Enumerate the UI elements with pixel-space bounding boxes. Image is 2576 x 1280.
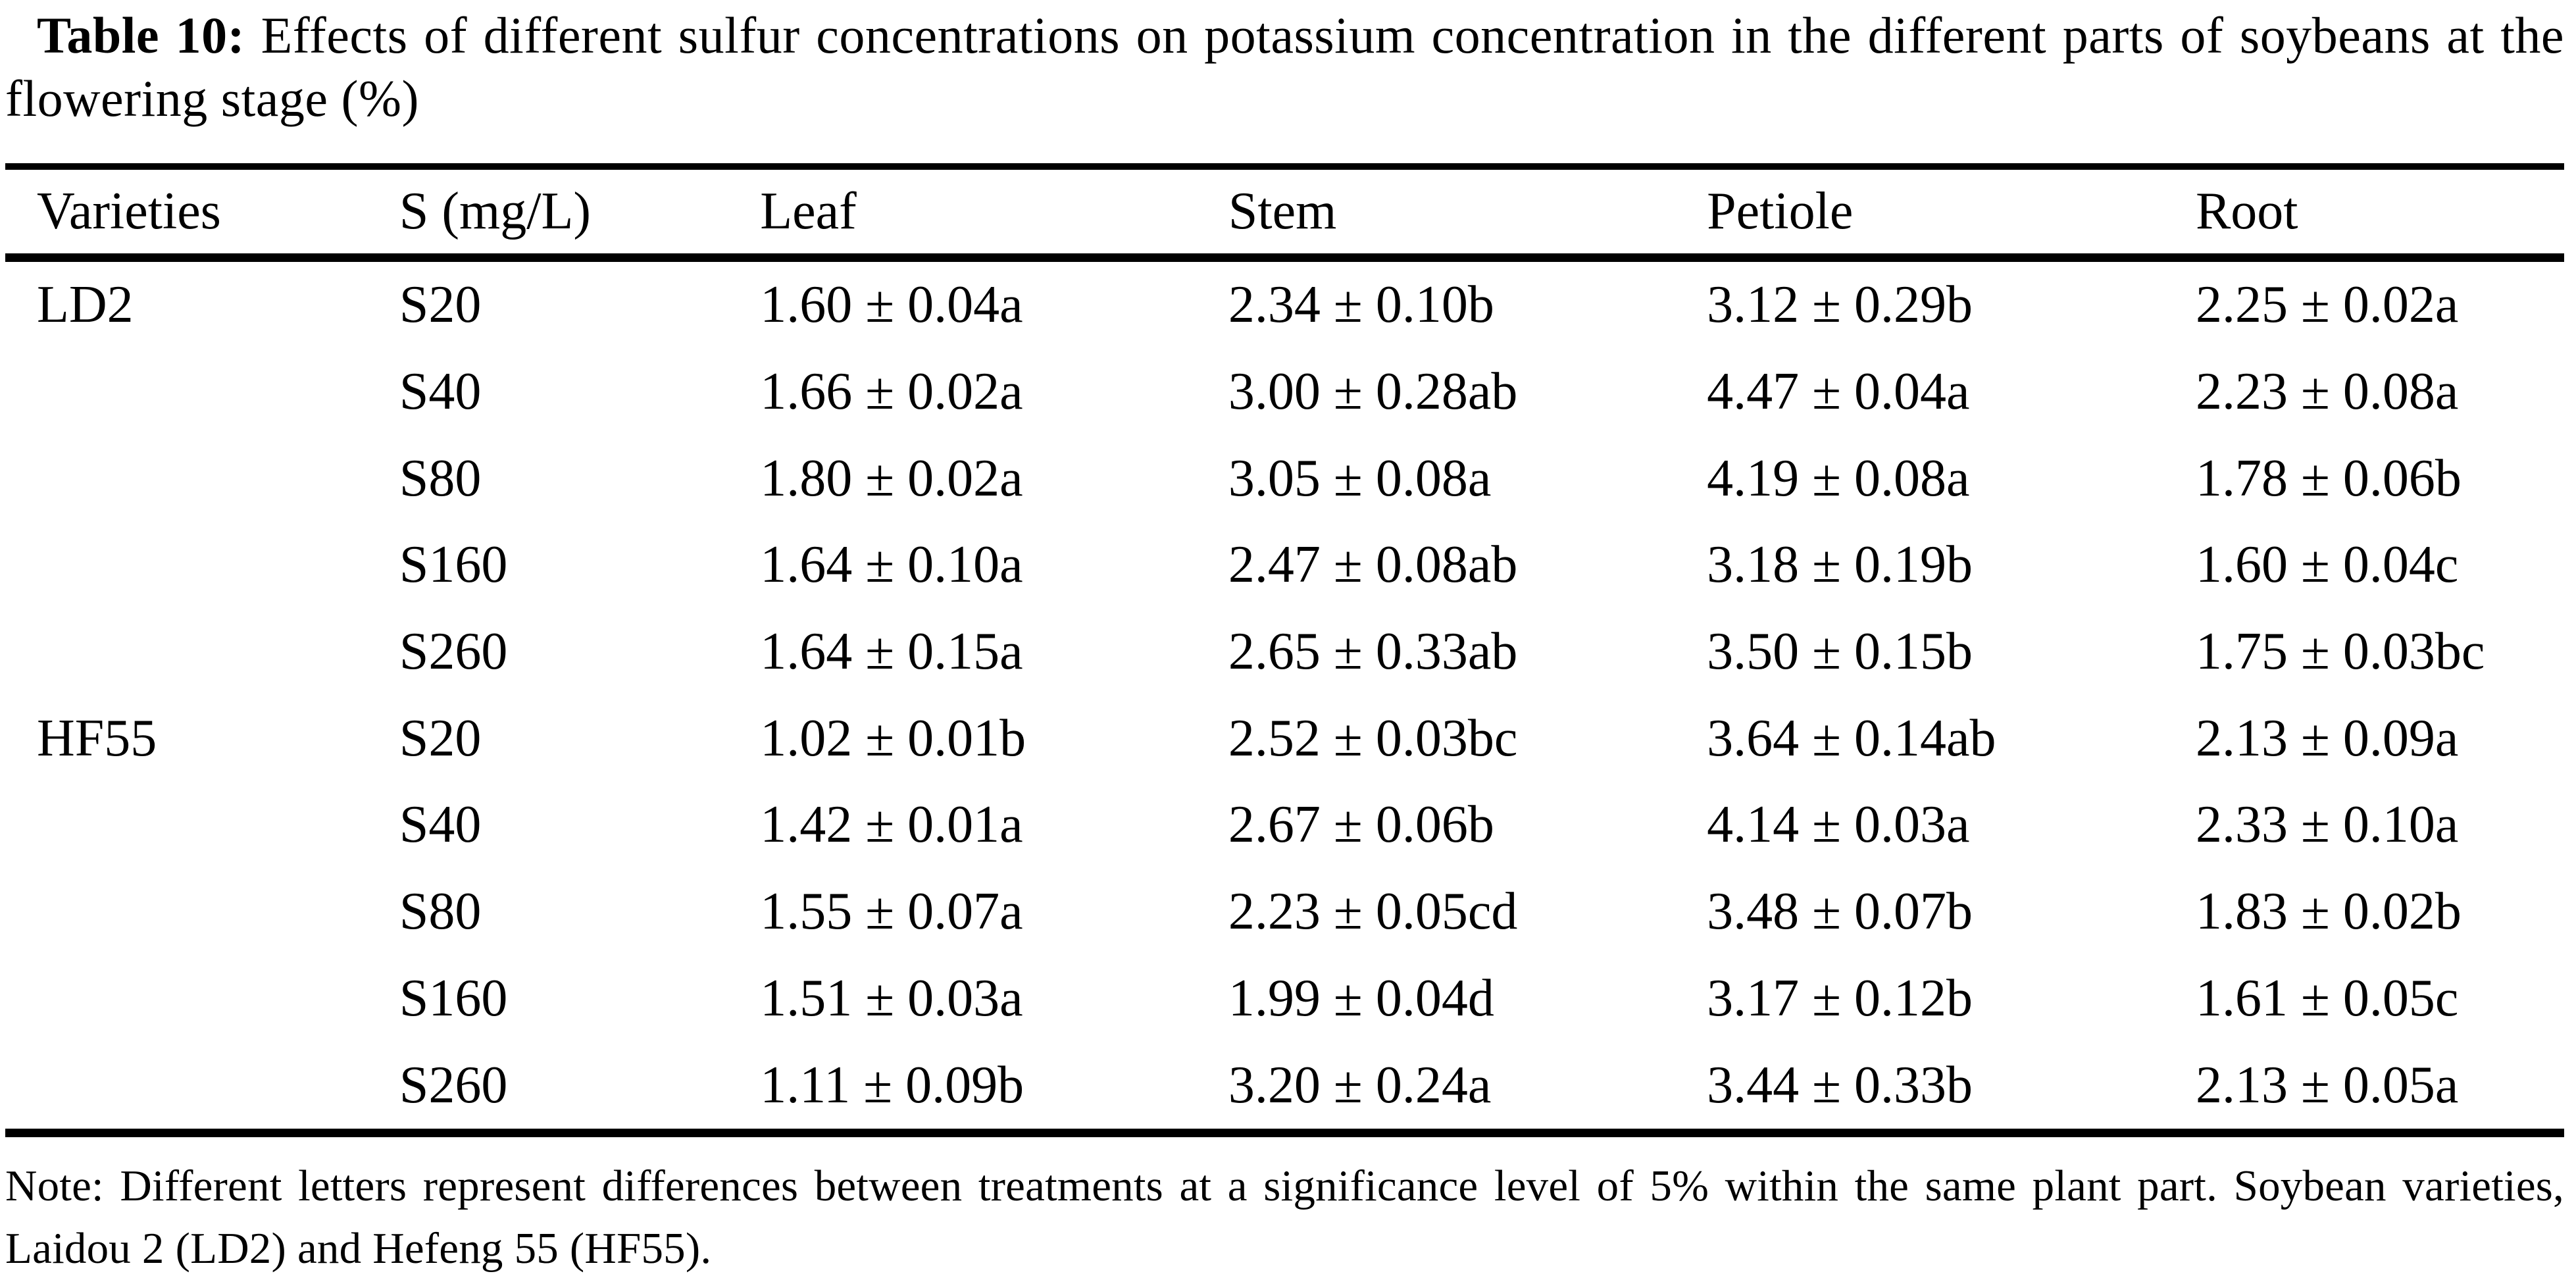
cell-s-level: S80 — [399, 883, 482, 941]
cell-leaf: 1.64 ± 0.10a — [760, 536, 1023, 594]
cell-stem: 3.20 ± 0.24a — [1228, 1056, 1492, 1114]
cell-s-level: S40 — [399, 796, 482, 854]
table-header: Varieties S (mg/L) Leaf Stem Petiole Roo… — [5, 166, 2564, 262]
cell-s-level: S260 — [399, 623, 508, 681]
cell-leaf: 1.80 ± 0.02a — [760, 449, 1023, 507]
cell-root: 1.78 ± 0.06b — [2195, 449, 2462, 507]
cell-petiole: 3.50 ± 0.15b — [1707, 623, 1973, 681]
cell-petiole: 4.47 ± 0.04a — [1707, 363, 1970, 421]
table-caption-text: Effects of different sulfur concentratio… — [5, 7, 2564, 127]
col-header-leaf: Leaf — [760, 166, 1228, 262]
cell-petiole: 4.14 ± 0.03a — [1707, 796, 1970, 854]
cell-root: 1.75 ± 0.03bc — [2195, 623, 2485, 681]
col-header-varieties: Varieties — [5, 166, 399, 262]
table-row: S80 1.55 ± 0.07a 2.23 ± 0.05cd 3.48 ± 0.… — [5, 869, 2564, 956]
cell-leaf: 1.11 ± 0.09b — [760, 1056, 1024, 1114]
cell-leaf: 1.64 ± 0.15a — [760, 623, 1023, 681]
cell-s-level: S20 — [399, 709, 482, 767]
cell-petiole: 3.17 ± 0.12b — [1707, 969, 1973, 1027]
col-header-root: Root — [2195, 166, 2564, 262]
cell-root: 1.60 ± 0.04c — [2195, 536, 2459, 594]
table-row: LD2 S20 1.60 ± 0.04a 2.34 ± 0.10b 3.12 ±… — [5, 258, 2564, 349]
cell-stem: 1.99 ± 0.04d — [1228, 969, 1494, 1027]
cell-s-level: S160 — [399, 536, 508, 594]
cell-petiole: 3.44 ± 0.33b — [1707, 1056, 1973, 1114]
cell-leaf: 1.55 ± 0.07a — [760, 883, 1023, 941]
col-header-stem: Stem — [1228, 166, 1707, 262]
table-body: LD2 S20 1.60 ± 0.04a 2.34 ± 0.10b 3.12 ±… — [5, 258, 2564, 1133]
cell-root: 2.33 ± 0.10a — [2195, 796, 2459, 854]
cell-root: 2.13 ± 0.09a — [2195, 709, 2459, 767]
cell-root: 2.23 ± 0.08a — [2195, 363, 2459, 421]
cell-leaf: 1.51 ± 0.03a — [760, 969, 1023, 1027]
cell-stem: 2.52 ± 0.03bc — [1228, 709, 1518, 767]
table-row: S80 1.80 ± 0.02a 3.05 ± 0.08a 4.19 ± 0.0… — [5, 435, 2564, 522]
table-caption-label: Table 10: — [37, 7, 245, 64]
cell-leaf: 1.60 ± 0.04a — [760, 276, 1023, 334]
cell-variety — [5, 609, 399, 696]
table-caption: Table 10: Effects of different sulfur co… — [5, 0, 2564, 130]
cell-stem: 3.00 ± 0.28ab — [1228, 363, 1518, 421]
cell-petiole: 4.19 ± 0.08a — [1707, 449, 1970, 507]
cell-leaf: 1.42 ± 0.01a — [760, 796, 1023, 854]
table-row: S160 1.64 ± 0.10a 2.47 ± 0.08ab 3.18 ± 0… — [5, 522, 2564, 609]
cell-root: 1.61 ± 0.05c — [2195, 969, 2459, 1027]
cell-variety — [5, 1042, 399, 1133]
table-row: S260 1.64 ± 0.15a 2.65 ± 0.33ab 3.50 ± 0… — [5, 609, 2564, 696]
cell-petiole: 3.18 ± 0.19b — [1707, 536, 1973, 594]
cell-stem: 2.34 ± 0.10b — [1228, 276, 1494, 334]
cell-petiole: 3.64 ± 0.14ab — [1707, 709, 1996, 767]
table-row: HF55 S20 1.02 ± 0.01b 2.52 ± 0.03bc 3.64… — [5, 695, 2564, 782]
cell-petiole: 3.12 ± 0.29b — [1707, 276, 1973, 334]
cell-stem: 3.05 ± 0.08a — [1228, 449, 1492, 507]
cell-leaf: 1.02 ± 0.01b — [760, 709, 1026, 767]
header-row: Varieties S (mg/L) Leaf Stem Petiole Roo… — [5, 166, 2564, 262]
col-header-s-mg-l: S (mg/L) — [399, 166, 761, 262]
cell-stem: 2.67 ± 0.06b — [1228, 796, 1494, 854]
cell-variety — [5, 435, 399, 522]
table-row: S260 1.11 ± 0.09b 3.20 ± 0.24a 3.44 ± 0.… — [5, 1042, 2564, 1133]
cell-s-level: S40 — [399, 363, 482, 421]
table-row: S160 1.51 ± 0.03a 1.99 ± 0.04d 3.17 ± 0.… — [5, 956, 2564, 1042]
cell-root: 2.25 ± 0.02a — [2195, 276, 2459, 334]
table-row: S40 1.42 ± 0.01a 2.67 ± 0.06b 4.14 ± 0.0… — [5, 782, 2564, 869]
table-row: S40 1.66 ± 0.02a 3.00 ± 0.28ab 4.47 ± 0.… — [5, 349, 2564, 436]
cell-variety — [5, 522, 399, 609]
cell-variety — [5, 869, 399, 956]
cell-s-level: S80 — [399, 449, 482, 507]
cell-root: 1.83 ± 0.02b — [2195, 883, 2462, 941]
cell-s-level: S160 — [399, 969, 508, 1027]
cell-variety — [5, 349, 399, 436]
cell-variety — [5, 782, 399, 869]
cell-stem: 2.65 ± 0.33ab — [1228, 623, 1518, 681]
cell-variety: LD2 — [37, 276, 134, 334]
cell-s-level: S260 — [399, 1056, 508, 1114]
cell-leaf: 1.66 ± 0.02a — [760, 363, 1023, 421]
cell-root: 2.13 ± 0.05a — [2195, 1056, 2459, 1114]
cell-petiole: 3.48 ± 0.07b — [1707, 883, 1973, 941]
cell-stem: 2.47 ± 0.08ab — [1228, 536, 1518, 594]
col-header-petiole: Petiole — [1707, 166, 2196, 262]
table-note: Note: Different letters represent differ… — [5, 1161, 2564, 1273]
cell-stem: 2.23 ± 0.05cd — [1228, 883, 1518, 941]
cell-variety — [5, 956, 399, 1042]
data-table: Varieties S (mg/L) Leaf Stem Petiole Roo… — [5, 163, 2564, 1137]
cell-variety: HF55 — [37, 709, 157, 767]
cell-s-level: S20 — [399, 276, 482, 334]
